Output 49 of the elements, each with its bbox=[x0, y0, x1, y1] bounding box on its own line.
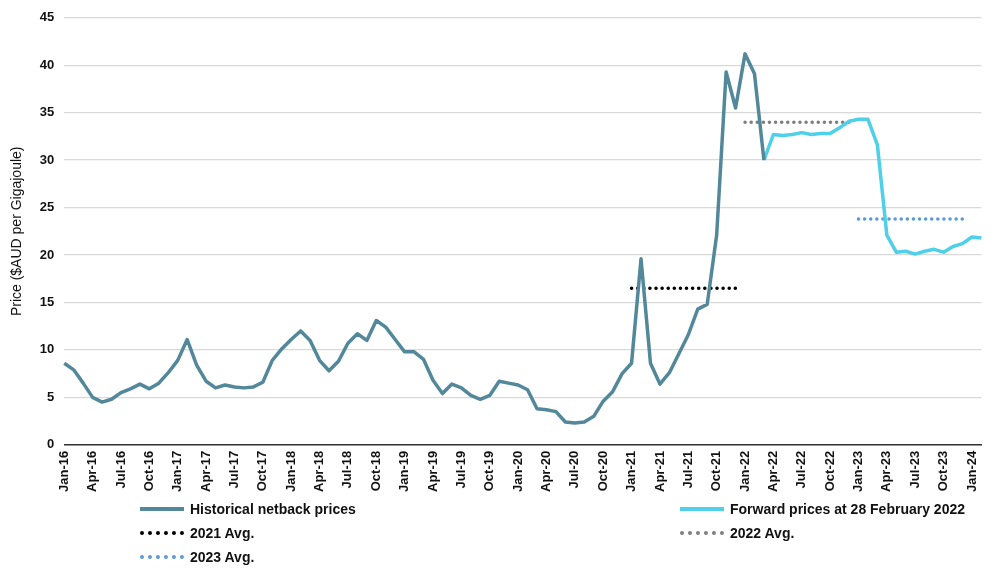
x-tick-label: Jan-22 bbox=[736, 450, 752, 493]
x-tick-label: Jan-23 bbox=[850, 450, 866, 493]
x-tick-label: Oct-21 bbox=[708, 450, 724, 492]
x-tick-label: Jul-17 bbox=[226, 450, 242, 489]
legend-label: 2023 Avg. bbox=[190, 549, 255, 565]
y-tick-label: 35 bbox=[39, 104, 55, 120]
legend-label: Historical netback prices bbox=[190, 501, 356, 517]
x-tick-label: Apr-17 bbox=[197, 450, 213, 492]
x-tick-label: Jul-16 bbox=[112, 450, 128, 489]
y-tick-label: 25 bbox=[39, 199, 55, 215]
x-tick-label: Jan-21 bbox=[623, 450, 639, 493]
x-tick-label: Apr-20 bbox=[538, 450, 554, 492]
x-tick-label: Jul-21 bbox=[679, 450, 695, 489]
x-tick-label: Jan-18 bbox=[282, 450, 298, 493]
y-tick-label: 45 bbox=[39, 9, 55, 25]
x-tick-label: Jan-16 bbox=[55, 450, 71, 493]
legend-label: Forward prices at 28 February 2022 bbox=[730, 501, 965, 517]
x-tick-label: Jul-20 bbox=[566, 450, 582, 489]
legend-label: 2022 Avg. bbox=[730, 525, 795, 541]
x-tick-label: Jul-22 bbox=[793, 450, 809, 489]
x-tick-label: Apr-23 bbox=[878, 450, 894, 492]
y-tick-label: 5 bbox=[47, 388, 55, 404]
x-tick-label: Apr-22 bbox=[764, 450, 780, 492]
x-tick-label: Oct-23 bbox=[935, 450, 951, 492]
x-tick-label: Jan-17 bbox=[169, 450, 185, 493]
x-tick-label: Jul-18 bbox=[339, 450, 355, 489]
y-tick-label: 20 bbox=[39, 246, 55, 262]
x-tick-label: Oct-18 bbox=[367, 450, 383, 492]
x-tick-label: Oct-19 bbox=[481, 450, 497, 492]
x-tick-label: Apr-19 bbox=[424, 450, 440, 492]
y-axis-title: Price ($AUD per Gigajoule) bbox=[8, 146, 25, 317]
y-tick-label: 15 bbox=[39, 294, 55, 310]
x-tick-label: Oct-22 bbox=[821, 450, 837, 492]
x-tick-label: Apr-21 bbox=[651, 450, 667, 492]
y-tick-label: 40 bbox=[39, 56, 55, 72]
x-tick-label: Jul-19 bbox=[452, 450, 468, 489]
x-tick-label: Oct-20 bbox=[594, 450, 610, 492]
x-tick-label: Oct-17 bbox=[254, 450, 270, 492]
x-tick-label: Jan-24 bbox=[963, 450, 979, 493]
y-tick-label: 0 bbox=[47, 436, 55, 452]
x-tick-label: Jul-23 bbox=[906, 450, 922, 489]
y-tick-label: 10 bbox=[39, 341, 55, 357]
x-tick-label: Apr-18 bbox=[311, 450, 327, 492]
y-tick-label: 30 bbox=[39, 151, 55, 167]
legend-label: 2021 Avg. bbox=[190, 525, 255, 541]
x-tick-label: Apr-16 bbox=[84, 450, 100, 492]
x-tick-label: Jan-20 bbox=[509, 450, 525, 493]
x-tick-label: Oct-16 bbox=[140, 450, 156, 492]
x-tick-label: Jan-19 bbox=[396, 450, 412, 493]
